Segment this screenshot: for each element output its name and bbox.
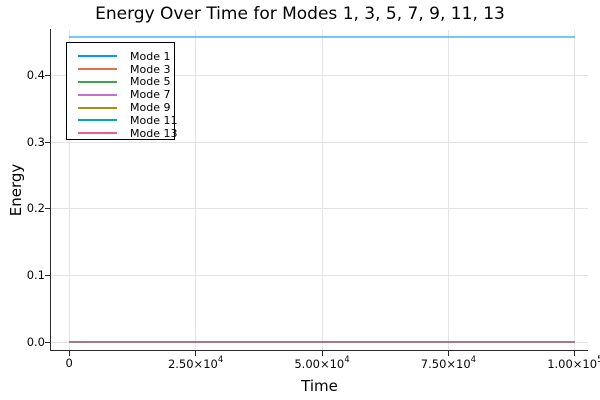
legend-label: Mode 3 — [130, 62, 171, 76]
x-tick-label-base: 2.50×10 — [167, 356, 218, 371]
y-gridline — [51, 141, 588, 143]
x-axis-spine — [50, 350, 588, 351]
x-tick-label-base: 5.00×10 — [294, 356, 345, 371]
x-tick-label-exponent: 4 — [217, 355, 224, 365]
x-tick-mark — [321, 351, 323, 356]
x-tick-label-exponent: 4 — [470, 355, 477, 365]
legend-line-swatch — [78, 119, 117, 122]
y-tick-label: 0.3 — [26, 134, 45, 149]
legend-label: Mode 13 — [130, 126, 178, 140]
legend-label: Mode 9 — [130, 101, 171, 115]
y-gridline — [51, 74, 588, 76]
x-tick-mark — [574, 351, 576, 356]
y-tick-mark — [45, 74, 50, 76]
y-tick-label: 0.2 — [26, 201, 45, 216]
legend-entry-mode-11: Mode 11 — [78, 113, 178, 127]
y-gridline — [51, 208, 588, 210]
legend-line-swatch — [78, 106, 117, 109]
legend-entry-mode-9: Mode 9 — [78, 101, 174, 114]
x-gridline — [447, 30, 449, 350]
y-tick-mark — [45, 208, 50, 210]
legend-label: Mode 5 — [130, 75, 171, 89]
legend-line-swatch — [78, 132, 117, 135]
legend-entry-mode-1: Mode 1 — [78, 50, 174, 63]
series-line-mode-13 — [69, 340, 575, 343]
legend-line-swatch — [78, 55, 117, 58]
y-tick-mark — [45, 141, 50, 143]
series-line-mode-1 — [69, 36, 575, 39]
x-tick-mark — [447, 351, 449, 356]
x-tick-label: 5.00×104 — [277, 355, 367, 371]
y-tick-label: 0.4 — [26, 67, 45, 82]
y-tick-label: 0.1 — [26, 268, 45, 283]
x-tick-label: 7.50×104 — [403, 355, 493, 371]
x-tick-label: 0 — [24, 356, 114, 370]
legend-entry-mode-7: Mode 7 — [78, 88, 174, 101]
legend-label: Mode 11 — [130, 113, 178, 127]
x-tick-label-exponent: 5 — [597, 355, 600, 365]
legend-entry-mode-3: Mode 3 — [78, 63, 174, 76]
y-gridline — [51, 275, 588, 277]
x-gridline — [574, 30, 576, 350]
legend-entry-mode-13: Mode 13 — [78, 126, 178, 140]
x-tick-label: 2.50×104 — [151, 355, 241, 371]
legend-entry-mode-5: Mode 5 — [78, 76, 174, 89]
legend-line-swatch — [78, 93, 117, 96]
x-tick-label: 1.00×105 — [530, 355, 600, 371]
legend-label: Mode 7 — [130, 88, 171, 102]
x-axis-label: Time — [301, 377, 338, 395]
x-tick-label-base: 1.00×10 — [547, 356, 598, 371]
legend-line-swatch — [78, 68, 117, 71]
legend: Mode 1 Mode 3 Mode 5 Mode 7 Mode 9 Mode 11 Mod… — [66, 42, 178, 140]
x-tick-mark — [195, 351, 197, 356]
plot-area: Mode 1 Mode 3 Mode 5 Mode 7 Mode 9 Mode 11 Mod… — [51, 30, 588, 350]
x-gridline — [195, 30, 197, 350]
x-tick-mark — [68, 351, 70, 356]
y-tick-mark — [45, 341, 50, 343]
y-axis-spine — [50, 29, 51, 351]
y-tick-label: 0.0 — [26, 334, 45, 349]
y-tick-mark — [45, 275, 50, 277]
x-tick-label-base: 7.50×10 — [420, 356, 471, 371]
legend-label: Mode 1 — [130, 49, 171, 63]
legend-line-swatch — [78, 80, 117, 83]
x-tick-label-exponent: 4 — [344, 355, 350, 365]
x-gridline — [68, 30, 70, 350]
x-gridline — [321, 30, 323, 350]
x-tick-label-base: 0 — [65, 356, 73, 370]
chart-title: Energy Over Time for Modes 1, 3, 5, 7, 9… — [95, 4, 505, 24]
